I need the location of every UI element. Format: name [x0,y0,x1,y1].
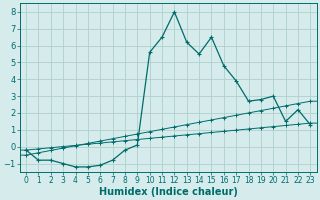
X-axis label: Humidex (Indice chaleur): Humidex (Indice chaleur) [99,187,238,197]
